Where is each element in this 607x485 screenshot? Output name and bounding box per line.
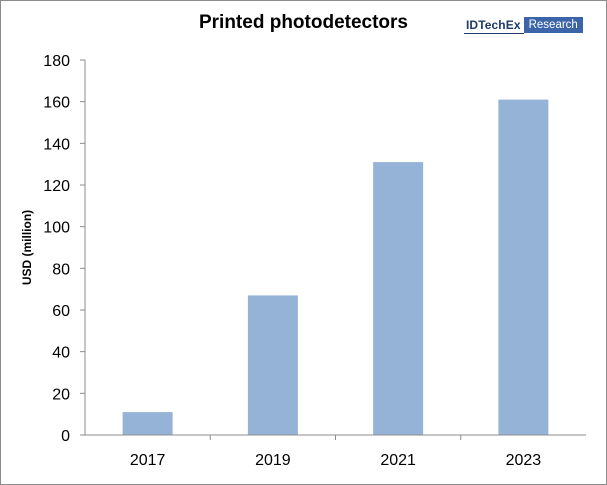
y-axis-label: USD (million) (20, 210, 34, 285)
x-tick-label: 2017 (130, 452, 166, 469)
x-axis-ticks: 2017 2019 2021 2023 (130, 435, 541, 469)
y-axis-ticks: 0 20 40 60 80 100 120 140 160 180 (43, 53, 85, 445)
bar-2023 (498, 99, 549, 435)
bar-2021 (373, 162, 424, 436)
y-tick-label: 100 (43, 220, 70, 237)
idtechex-logo: IDTechEx Research (464, 16, 583, 34)
bar-2019 (247, 295, 298, 435)
x-tick-label: 2021 (380, 452, 416, 469)
bars (122, 99, 549, 436)
bar-2017 (122, 412, 173, 435)
y-tick-label: 80 (52, 261, 70, 278)
x-tick-label: 2023 (506, 452, 542, 469)
y-tick-label: 40 (52, 345, 70, 362)
y-tick-label: 160 (43, 95, 70, 112)
y-tick-label: 20 (52, 386, 70, 403)
logo-tag: Research (523, 17, 583, 33)
x-tick-label: 2019 (255, 452, 291, 469)
y-tick-label: 120 (43, 178, 70, 195)
y-tick-label: 60 (52, 303, 70, 320)
logo-brand: IDTechEx (464, 17, 524, 34)
y-tick-label: 0 (61, 428, 70, 445)
y-tick-label: 140 (43, 136, 70, 153)
y-tick-label: 180 (43, 53, 70, 70)
chart-title: Printed photodetectors (198, 12, 408, 33)
